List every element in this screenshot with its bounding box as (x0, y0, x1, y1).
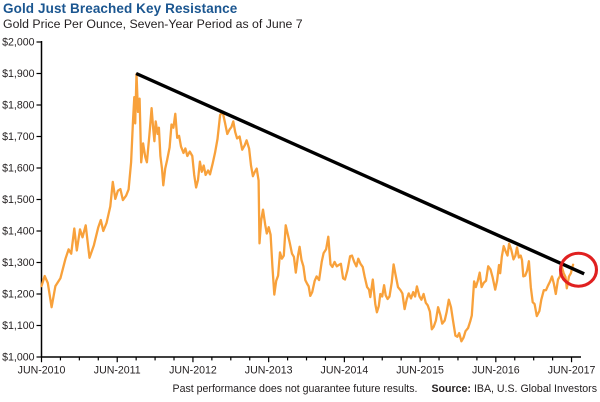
x-tick-label: JUN-2010 (18, 365, 66, 377)
disclaimer-text: Past performance does not guarantee futu… (172, 383, 418, 395)
y-tick-label: $1,300 (2, 257, 35, 269)
source-note: Source: IBA, U.S. Global Investors (431, 383, 597, 395)
chart-footer: Past performance does not guarantee futu… (173, 383, 598, 395)
y-tick-label: $1,400 (2, 226, 35, 238)
x-tick-label: JUN-2016 (472, 365, 520, 377)
chart-subtitle: Gold Price Per Ounce, Seven-Year Period … (3, 17, 303, 31)
y-tick-label: $1,500 (2, 194, 35, 206)
x-tick-label: JUN-2011 (94, 365, 141, 377)
breach-circle (558, 251, 599, 288)
y-tick-label: $2,000 (2, 37, 35, 49)
y-tick-label: $1,900 (2, 68, 35, 80)
y-tick-label: $1,000 (2, 352, 35, 364)
source-text: IBA, U.S. Global Investors (473, 383, 597, 395)
chart-title: Gold Just Breached Key Resistance (3, 1, 238, 16)
x-tick-label: JUN-2015 (396, 365, 444, 377)
x-tick-label: JUN-2013 (245, 365, 293, 377)
y-tick-label: $1,600 (2, 163, 35, 175)
y-tick-label: $1,800 (2, 100, 35, 112)
x-tick-label: JUN-2014 (321, 365, 369, 377)
resistance-trendline (135, 71, 585, 276)
gold-price-line (40, 72, 575, 343)
x-tick-label: JUN-2012 (169, 365, 217, 377)
source-label: Source: (431, 383, 471, 395)
y-tick-label: $1,700 (2, 131, 35, 143)
y-tick-label: $1,200 (2, 289, 35, 301)
x-tick-label: JUN-2017 (548, 365, 596, 377)
y-tick-label: $1,100 (2, 320, 35, 332)
